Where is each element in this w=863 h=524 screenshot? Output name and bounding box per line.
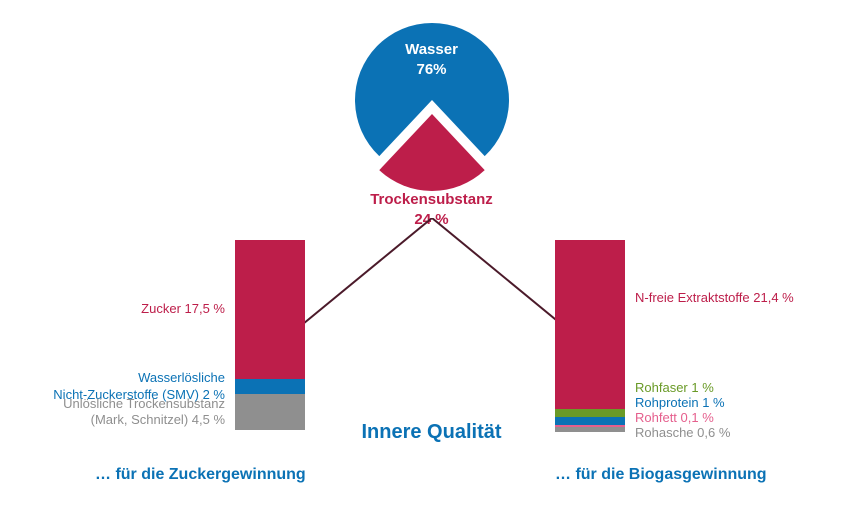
pie-chart: Wasser 76% Trockensubstanz 24 % — [352, 20, 512, 200]
bar-label-unlos: Unlösliche Trockensubstanz(Mark, Schnitz… — [63, 396, 225, 429]
pie-label-wasser-name: Wasser — [405, 41, 458, 58]
caption-zucker: … für die Zuckergewinnung — [95, 466, 306, 484]
pie-label-trocken-name: Trockensubstanz — [370, 191, 493, 208]
bar-segment-rohasche — [555, 427, 625, 432]
bar-label-rohfaser: Rohfaser 1 % — [635, 380, 714, 396]
connector-right — [432, 218, 572, 333]
bar-segment-zucker — [235, 240, 305, 379]
bar-label-rohfett: Rohfett 0,1 % — [635, 410, 714, 426]
bar-zucker: Zucker 17,5 %WasserlöslicheNicht-Zuckers… — [235, 240, 305, 430]
bar-segment-nfrei — [555, 240, 625, 409]
bar-label-nfrei: N-freie Extraktstoffe 21,4 % — [635, 290, 794, 306]
pie-label-wasser: Wasser 76% — [352, 40, 512, 79]
connector-left — [292, 218, 432, 333]
pie-label-wasser-pct: 76% — [416, 61, 446, 78]
bar-segment-unlos — [235, 394, 305, 430]
bar-biogas: N-freie Extraktstoffe 21,4 %Rohfaser 1 %… — [555, 240, 625, 430]
bar-segment-rohprot — [555, 417, 625, 425]
bar-label-rohasche: Rohasche 0,6 % — [635, 425, 730, 441]
bar-label-zucker: Zucker 17,5 % — [141, 301, 225, 317]
bar-segment-smv — [235, 379, 305, 395]
bar-segment-rohfaser — [555, 409, 625, 417]
center-title: Innere Qualität — [361, 421, 501, 444]
caption-biogas: … für die Biogasgewinnung — [555, 466, 767, 484]
bar-label-rohprot: Rohprotein 1 % — [635, 395, 725, 411]
